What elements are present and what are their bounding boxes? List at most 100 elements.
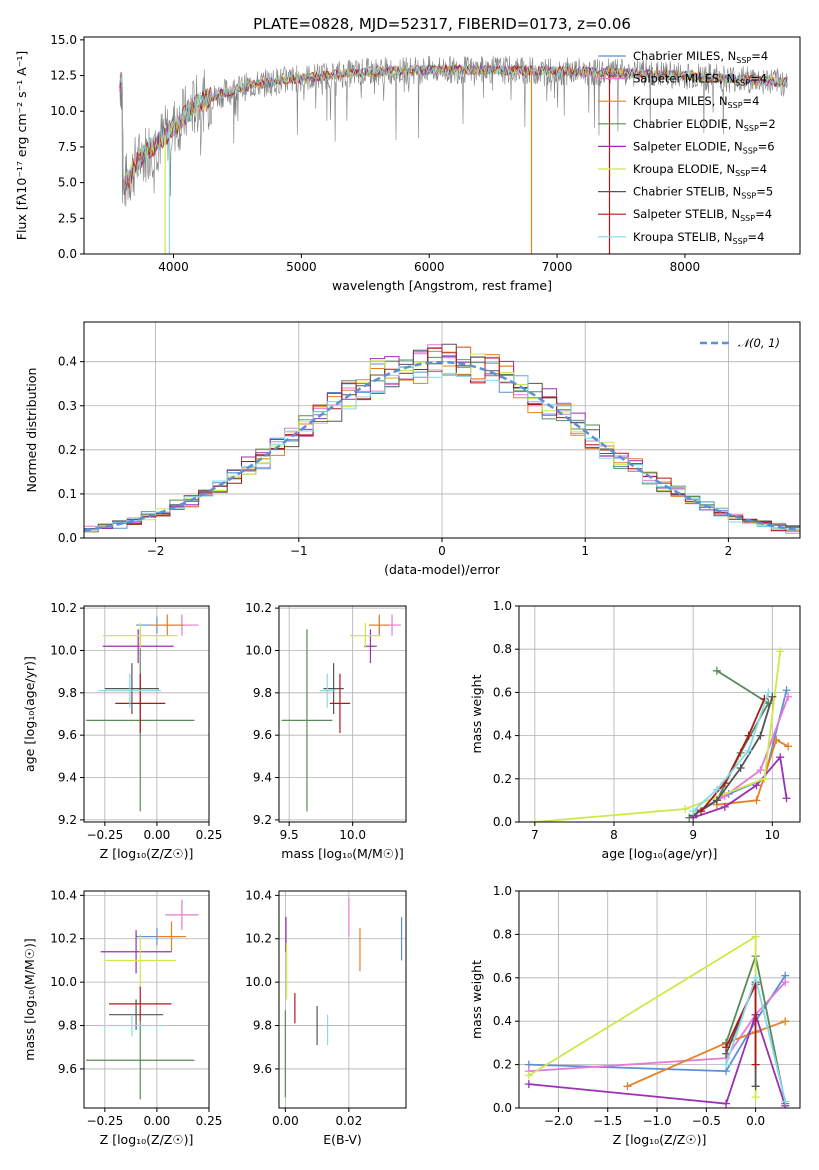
series-marker [782,794,791,803]
series-marker [768,692,777,701]
mass_vs_Z-y-axis-label: mass [log₁₀(M/M☉)] [22,938,37,1060]
mass_vs_Z-points [86,899,199,1100]
mass_vs_ebv-x-axis-label: E(B-V) [323,1132,362,1147]
legend-value: =4 [755,207,772,221]
legend-subscript: SSP [735,79,750,88]
series-line [700,698,766,812]
spectrum-y-axis-label: Flux [fλ10⁻¹⁷ erg cm⁻² s⁻¹ A⁻¹] [14,51,29,240]
y-tick-label: 1.0 [493,599,512,613]
mass_vs_ebv-axes: 0.00 0.02 9.6 9.8 10.0 10.2 10.4 E(B-V) [245,888,406,1147]
spectrum-series-6 [119,55,788,207]
series-marker [781,978,790,987]
legend-value: =6 [758,139,775,153]
age_vs_mass-errorbar-4 [364,629,377,664]
legend-subscript: SSP [735,169,750,178]
legend-label: 𝒩(0, 1) [738,336,780,350]
series-marker [623,1082,632,1091]
x-tick-label: −2.0 [544,1114,573,1128]
legend-subscript: SSP [740,214,755,223]
weight_vs_age-series-7 [697,694,769,816]
series-line [528,934,757,1098]
y-tick-label: 10.2 [245,932,272,946]
series-marker [751,932,760,941]
x-tick-label: 1 [581,544,589,558]
series-line [716,738,789,806]
y-tick-label: 9.8 [58,686,77,700]
figure-title: PLATE=0828, MJD=52317, FIBERID=0173, z=0… [253,15,631,33]
x-tick-label: 8000 [670,260,701,274]
x-tick-label: −0.25 [86,1114,123,1128]
age_vs_Z-errorbar-7 [115,673,166,734]
mass_vs_Z-errorbar-6 [109,999,164,1030]
x-tick-label: 0.02 [335,1114,362,1128]
age_vs_Z-axes: −0.25 0.00 0.25 9.2 9.4 9.6 9.8 10.0 10.2 Z [log₁… [22,601,222,861]
series-marker [681,805,690,814]
spectrum-axes: 4000 5000 6000 7000 8000 0.0 2.5 5.0 7.5 10.0 12.5… [14,33,700,293]
legend-value: =4 [748,230,765,244]
legend-subscript: SSP [728,101,743,110]
series-marker [784,692,793,701]
series-line [528,1011,787,1107]
legend-value: =4 [743,94,760,108]
weight_vs_age-x-axis-label: age [log₁₀(age/yr)] [602,846,718,861]
series-marker [722,1043,731,1052]
series-marker [751,1060,760,1069]
histogram-series-6 [84,343,800,530]
mass_vs_Z-errorbar-1 [165,899,199,931]
y-tick-label: 0.6 [493,971,512,985]
series-marker [722,1099,731,1108]
legend-value: =4 [750,72,767,86]
legend-label: Kroupa MILES, NSSP=4 [633,94,759,110]
x-tick-label: −2 [147,544,165,558]
legend-value: =5 [756,185,773,199]
y-tick-label: 15.0 [50,33,77,47]
weight_vs_age-series-3 [685,666,773,822]
y-tick-label: 0.2 [58,443,77,457]
age_vs_Z-x-axis-label: Z [log₁₀(Z/Z☉)] [100,846,194,861]
x-tick-label: 7 [531,828,539,842]
y-tick-label: 9.6 [253,1062,272,1076]
y-tick-label: 9.2 [253,813,272,827]
series-marker [751,1093,760,1102]
residuals-frame [83,321,801,539]
y-tick-label: 0.4 [58,355,77,369]
x-tick-label: 2 [725,544,733,558]
mass_vs_Z-errorbar-4 [100,930,172,974]
spectrum-lines [119,55,788,254]
x-tick-label: 0.00 [272,1114,299,1128]
age_vs_Z-errorbar-4 [102,629,174,664]
y-tick-label: 5.0 [58,176,77,190]
weight_vs_Z-x-axis-label: Z [log₁₀(Z/Z☉)] [613,1132,707,1147]
weight_vs_Z-series-5 [524,932,760,1102]
age_vs_mass-points [281,614,401,812]
weight_vs_Z-series-6 [722,978,760,1091]
y-tick-label: 1.0 [493,884,512,898]
y-tick-label: 9.6 [253,728,272,742]
legend-label: Chabrier STELIB, NSSP=5 [633,185,773,201]
histogram-series-8 [84,366,800,532]
y-tick-label: 0.4 [493,729,512,743]
series-marker [781,1017,790,1026]
series-marker [752,796,761,805]
weight_vs_age-frame [518,605,801,823]
residual-legend: 𝒩(0, 1) [700,336,780,350]
weight_vs_age-series-8 [689,688,773,816]
series-marker [524,1071,533,1080]
spectrum-series-8 [119,63,788,196]
residuals-x-axis-label: (data-model)/error [384,562,501,577]
mass_vs_Z-errorbar-7 [109,986,172,1022]
series-marker [712,796,721,805]
age_vs_mass-errorbar-7 [329,673,351,734]
age_vs_Z-errorbar-2 [150,614,184,636]
x-tick-label: 5000 [286,260,317,274]
y-tick-label: 0.6 [493,685,512,699]
x-tick-label: −1.0 [642,1114,671,1128]
series-marker [736,764,745,772]
age_vs_Z-frame [83,605,210,823]
legend-subscript: SSP [736,56,751,65]
age_vs_mass-errorbar-2 [369,614,390,636]
y-tick-label: 10.2 [50,932,77,946]
legend-label: Salpeter ELODIE, NSSP=6 [633,139,775,155]
mass_vs_ebv-points [284,897,403,1098]
